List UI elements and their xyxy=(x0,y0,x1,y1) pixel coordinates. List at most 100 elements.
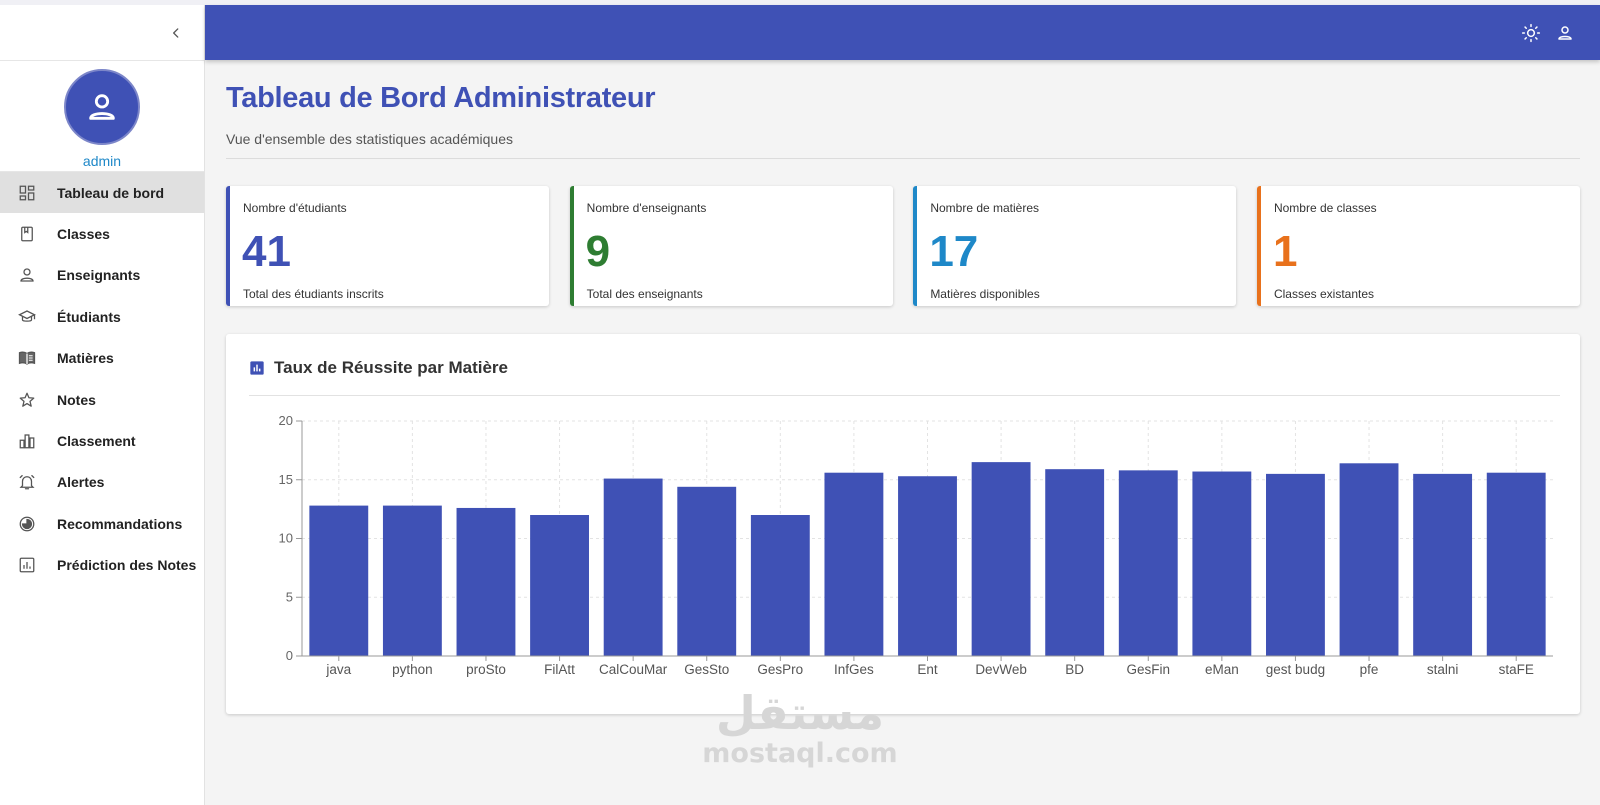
sidebar-item-prediction-des-notes[interactable]: Prédiction des Notes xyxy=(0,545,204,586)
person-icon xyxy=(18,266,36,284)
y-tick-label: 20 xyxy=(279,413,293,428)
stat-card-value: 1 xyxy=(1272,227,1298,276)
top-strip xyxy=(0,0,1600,5)
watermark-arabic: مستقل xyxy=(715,686,885,740)
collapse-sidebar-button[interactable] xyxy=(164,21,188,45)
y-tick-label: 10 xyxy=(279,531,293,546)
bar-stalni xyxy=(1413,473,1473,656)
y-tick-label: 15 xyxy=(279,472,293,487)
stat-card-footer: Matières disponibles xyxy=(930,287,1040,301)
watermark-latin: mostaql.com xyxy=(702,738,898,769)
page-subtitle: Vue d'ensemble des statistiques académiq… xyxy=(226,131,513,147)
x-tick-label: eMan xyxy=(1205,662,1239,677)
x-tick-label: gest budg xyxy=(1266,662,1325,677)
chart-title: Taux de Réussite par Matière xyxy=(274,358,508,377)
x-tick-label: java xyxy=(325,662,351,677)
dashboard-icon xyxy=(18,184,36,202)
stat-card-footer: Total des enseignants xyxy=(586,287,703,301)
account-icon xyxy=(1558,26,1572,40)
x-tick-label: staFE xyxy=(1499,662,1534,677)
divider xyxy=(249,395,1560,396)
bar-ranking-icon xyxy=(18,432,36,450)
sidebar-item-tableau-de-bord[interactable]: Tableau de bord xyxy=(0,172,204,214)
bar-GesPro xyxy=(750,515,810,656)
sun-icon xyxy=(1521,23,1541,43)
bar-GesFin xyxy=(1118,470,1178,656)
sidebar-item-notes[interactable]: Notes xyxy=(0,379,204,420)
x-tick-label: GesFin xyxy=(1127,662,1171,677)
stat-card-label: Nombre de matières xyxy=(930,201,1040,215)
bar-python xyxy=(382,505,442,656)
analytics-icon xyxy=(18,556,36,574)
sidebar-item-recommandations[interactable]: Recommandations xyxy=(0,503,204,544)
avatar[interactable] xyxy=(64,69,140,145)
sidebar-item-label: Enseignants xyxy=(57,267,141,284)
bar-GesSto xyxy=(677,486,737,656)
bar-InfGes xyxy=(824,472,884,656)
stat-card-classes: Nombre de classes 1 Classes existantes xyxy=(1256,186,1580,306)
stat-card-label: Nombre de classes xyxy=(1273,201,1377,215)
x-tick-label: CalCouMar xyxy=(599,662,668,677)
alarm-bell-icon xyxy=(18,473,36,491)
pie-chart-icon xyxy=(18,515,36,533)
bar-BD xyxy=(1045,469,1105,656)
sidebar-item-label: Tableau de bord xyxy=(57,184,165,201)
sidebar-item-label: Classes xyxy=(57,226,110,243)
x-tick-label: python xyxy=(392,662,433,677)
sidebar-item-label: Matières xyxy=(57,350,114,367)
stat-card-footer: Classes existantes xyxy=(1273,287,1375,301)
x-tick-label: InfGes xyxy=(834,662,874,677)
chart-header: Taux de Réussite par Matière xyxy=(249,358,508,378)
stat-card-matieres: Nombre de matières 17 Matières disponibl… xyxy=(913,186,1237,306)
bar-staFE xyxy=(1486,472,1546,656)
theme-toggle-button[interactable] xyxy=(1519,21,1543,45)
bar-chart-icon xyxy=(250,361,264,375)
sidebar-item-label: Classement xyxy=(57,433,136,450)
stat-card-label: Nombre d'enseignants xyxy=(586,201,707,215)
sidebar: admin Tableau de bord Classes Enseignant… xyxy=(0,5,205,805)
x-tick-label: pfe xyxy=(1360,662,1379,677)
y-tick-label: 0 xyxy=(286,648,293,663)
sidebar-item-alertes[interactable]: Alertes xyxy=(0,462,204,503)
account-button[interactable] xyxy=(1553,21,1577,45)
top-app-bar xyxy=(205,5,1600,60)
sidebar-item-classement[interactable]: Classement xyxy=(0,420,204,461)
stat-card-footer: Total des étudiants inscrits xyxy=(243,287,384,301)
bar-DevWeb xyxy=(971,462,1031,656)
sidebar-item-enseignants[interactable]: Enseignants xyxy=(0,255,204,296)
bar-FilAtt xyxy=(530,515,589,656)
book-icon xyxy=(18,349,36,367)
stat-cards: Nombre d'étudiants 41 Total des étudiant… xyxy=(226,186,1580,306)
stat-card-value: 9 xyxy=(585,227,611,276)
bar-pfe xyxy=(1339,463,1399,656)
sidebar-top xyxy=(0,5,204,61)
profile-section: admin xyxy=(0,61,204,172)
bar-CalCouMar xyxy=(603,478,663,656)
sidebar-item-etudiants[interactable]: Étudiants xyxy=(0,296,204,337)
bar-eMan xyxy=(1192,471,1252,656)
x-tick-label: FilAtt xyxy=(544,662,575,677)
watermark: مستقل mostaql.com xyxy=(700,690,900,769)
divider xyxy=(226,158,1580,159)
sidebar-nav: Tableau de bord Classes Enseignants Étud… xyxy=(0,172,204,586)
sidebar-item-label: Prédiction des Notes xyxy=(57,557,197,574)
y-tick-label: 5 xyxy=(286,589,293,604)
x-tick-label: Ent xyxy=(917,662,938,677)
x-tick-label: GesPro xyxy=(757,662,803,677)
sidebar-item-matieres[interactable]: Matières xyxy=(0,338,204,379)
bar-java xyxy=(309,505,369,656)
sidebar-item-label: Notes xyxy=(57,391,96,408)
graduation-cap-icon xyxy=(18,308,36,326)
bookmark-icon xyxy=(18,225,36,243)
user-icon xyxy=(89,94,115,120)
sidebar-item-classes[interactable]: Classes xyxy=(0,213,204,254)
x-tick-label: stalni xyxy=(1427,662,1459,677)
username: admin xyxy=(82,153,122,169)
page-title: Tableau de Bord Administrateur xyxy=(226,82,656,114)
star-icon xyxy=(18,391,36,409)
bar-proSto xyxy=(456,507,516,656)
chevron-left-icon xyxy=(173,28,179,38)
x-tick-label: proSto xyxy=(466,662,506,677)
x-tick-label: BD xyxy=(1065,662,1084,677)
bar-Ent xyxy=(898,476,957,656)
